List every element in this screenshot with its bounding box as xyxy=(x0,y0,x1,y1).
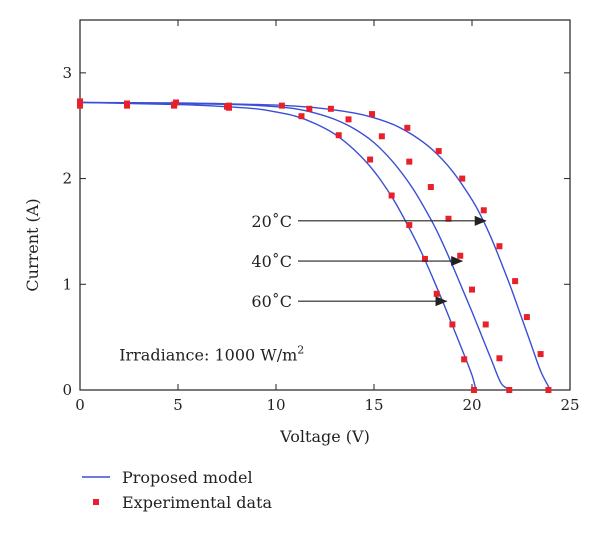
irradiance-superscript: 2 xyxy=(297,343,304,356)
experimental-point xyxy=(367,156,374,163)
experimental-point xyxy=(545,387,552,393)
irradiance-text: Irradiance: 1000 W/m xyxy=(119,345,297,364)
experimental-point xyxy=(77,102,83,109)
experimental-point xyxy=(512,278,519,285)
x-tick-label: 0 xyxy=(75,396,85,414)
x-tick-label: 15 xyxy=(364,396,383,414)
experimental-point xyxy=(537,351,544,358)
experimental-point xyxy=(327,105,334,112)
experimental-point xyxy=(306,105,313,112)
experimental-point xyxy=(427,184,434,191)
experimental-point xyxy=(421,255,428,262)
experimental-point xyxy=(124,102,131,109)
experimental-point xyxy=(469,286,475,293)
x-tick-label: 10 xyxy=(266,396,285,414)
experimental-point xyxy=(482,321,489,328)
experimental-points xyxy=(77,98,552,393)
experimental-point xyxy=(77,98,83,105)
legend: Proposed model Experimental data xyxy=(82,468,273,512)
y-tick-label: 0 xyxy=(62,381,72,399)
model-curve xyxy=(79,101,552,391)
y-tick-label: 3 xyxy=(62,64,72,82)
temperature-annotations: 20˚C 40˚C 60˚C xyxy=(251,212,487,311)
experimental-point xyxy=(345,116,352,123)
legend-data-swatch xyxy=(93,499,99,505)
experimental-point xyxy=(406,222,413,229)
temperature-label: 20˚C xyxy=(251,212,292,231)
experimental-point xyxy=(459,175,466,182)
experimental-point xyxy=(470,387,477,393)
experimental-point xyxy=(496,355,503,362)
experimental-point xyxy=(171,102,178,109)
y-tick-label: 1 xyxy=(62,275,72,293)
legend-data-label: Experimental data xyxy=(122,493,273,512)
experimental-point xyxy=(480,207,487,214)
experimental-point xyxy=(461,356,468,363)
temperature-label: 60˚C xyxy=(251,292,292,311)
model-curve xyxy=(79,101,512,391)
experimental-point xyxy=(435,148,442,155)
experimental-point xyxy=(457,252,464,259)
experimental-point xyxy=(406,158,413,165)
experimental-point xyxy=(369,111,376,118)
legend-model-label: Proposed model xyxy=(122,468,253,487)
x-axis-title: Voltage (V) xyxy=(279,427,370,446)
experimental-point xyxy=(445,215,452,222)
experimental-point xyxy=(378,133,385,140)
y-tick-label: 2 xyxy=(62,170,72,188)
experimental-point xyxy=(278,102,285,109)
experimental-point xyxy=(335,132,342,139)
experimental-point xyxy=(523,314,530,321)
y-axis-ticks: 0 1 2 3 xyxy=(62,64,570,399)
irradiance-annotation: Irradiance: 1000 W/m2 xyxy=(119,343,304,364)
experimental-point xyxy=(433,290,440,297)
x-tick-label: 5 xyxy=(173,396,183,414)
experimental-point xyxy=(225,104,232,111)
y-axis-title: Current (A) xyxy=(23,198,42,291)
experimental-point xyxy=(404,124,411,131)
temperature-label: 40˚C xyxy=(251,252,292,271)
experimental-point xyxy=(496,243,503,250)
experimental-point xyxy=(506,387,513,393)
experimental-point xyxy=(298,113,305,120)
x-tick-label: 25 xyxy=(560,396,579,414)
plot-frame xyxy=(79,19,571,391)
x-tick-label: 20 xyxy=(462,396,481,414)
experimental-point xyxy=(388,192,395,199)
experimental-point xyxy=(449,321,456,328)
